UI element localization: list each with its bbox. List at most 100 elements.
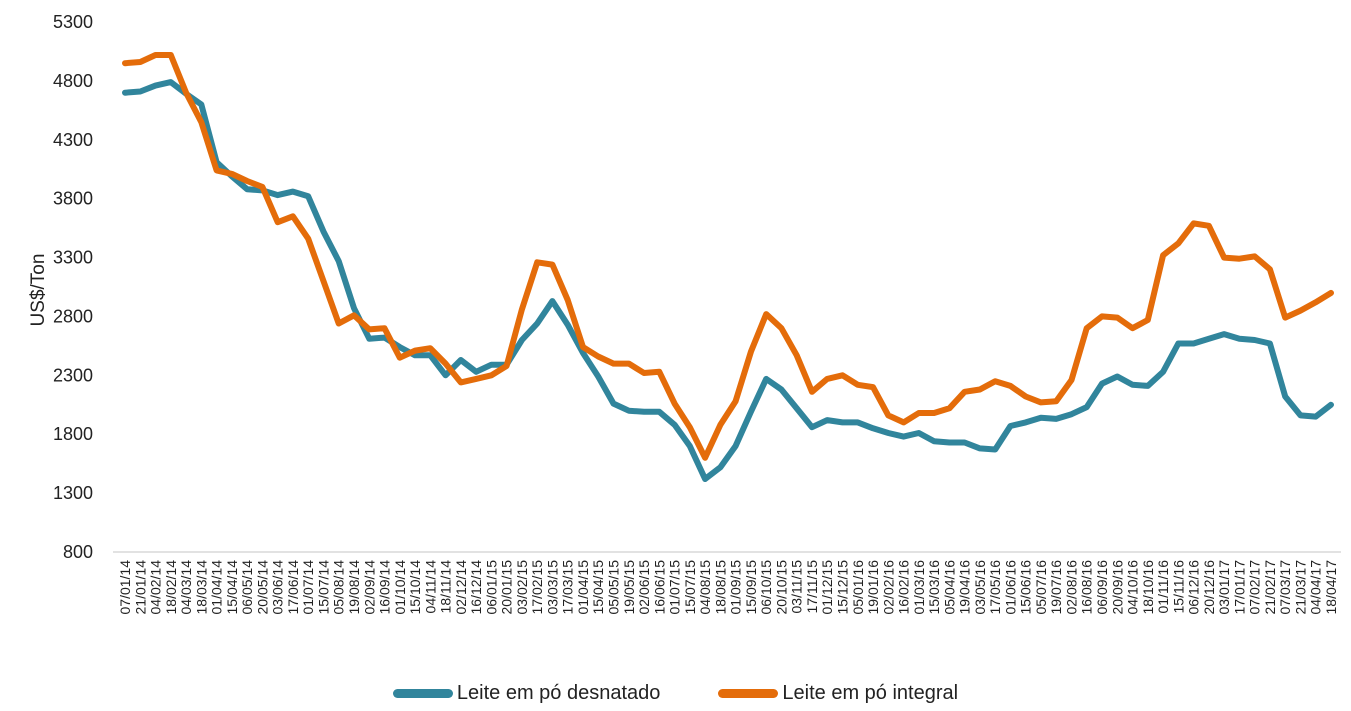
- x-tick-label: 06/10/15: [758, 560, 774, 615]
- x-tick-label: 01/11/16: [1155, 560, 1171, 614]
- x-tick-label: 15/04/15: [590, 560, 606, 615]
- x-tick-label: 03/11/15: [789, 560, 805, 614]
- y-tick-label: 800: [63, 542, 93, 562]
- x-tick-label: 18/03/14: [193, 560, 209, 615]
- series-line-desnatado: [122, 79, 1334, 482]
- x-tick-label: 16/02/16: [896, 560, 912, 615]
- x-tick-label: 18/04/17: [1323, 560, 1339, 615]
- x-tick-label: 15/07/14: [315, 560, 331, 615]
- x-tick-label: 05/04/16: [941, 560, 957, 615]
- x-tick-label: 03/02/15: [514, 560, 530, 615]
- x-tick-label: 20/10/15: [773, 560, 789, 615]
- x-tick-label: 16/06/15: [651, 560, 667, 615]
- x-tick-label: 20/01/15: [499, 560, 515, 615]
- x-tick-label: 01/03/16: [911, 560, 927, 615]
- x-tick-label: 17/02/15: [529, 560, 545, 615]
- x-tick-label: 05/05/15: [606, 560, 622, 615]
- x-tick-label: 19/04/16: [957, 560, 973, 615]
- x-tick-label: 15/12/15: [834, 560, 850, 615]
- x-tick-label: 19/01/16: [865, 560, 881, 615]
- x-tick-label: 04/08/15: [697, 560, 713, 615]
- x-tick-label: 15/04/14: [224, 560, 240, 615]
- y-tick-label: 1300: [53, 483, 93, 503]
- x-tick-label: 17/05/16: [987, 560, 1003, 615]
- x-tick-label: 15/10/14: [407, 560, 423, 615]
- legend: Leite em pó desnatado Leite em pó integr…: [0, 682, 1351, 705]
- x-tick-label: 07/03/17: [1277, 560, 1293, 615]
- x-tick-label: 18/08/15: [712, 560, 728, 615]
- x-tick-label: 05/07/16: [1033, 560, 1049, 615]
- y-tick-label: 4800: [53, 71, 93, 91]
- x-axis-ticks: 07/01/14 21/01/14 04/02/14 18/02/14 04/03/14…: [117, 560, 1339, 615]
- x-tick-label: 18/10/16: [1140, 560, 1156, 615]
- x-tick-label: 21/01/14: [132, 560, 148, 615]
- x-tick-label: 04/11/14: [422, 560, 438, 614]
- series-lines: [122, 52, 1334, 482]
- y-tick-label: 2300: [53, 365, 93, 385]
- x-tick-label: 19/07/16: [1048, 560, 1064, 615]
- x-tick-label: 02/08/16: [1063, 560, 1079, 615]
- x-tick-label: 18/11/14: [438, 560, 454, 614]
- x-tick-label: 02/09/14: [361, 560, 377, 615]
- x-tick-label: 01/04/15: [575, 560, 591, 615]
- x-tick-label: 05/08/14: [331, 560, 347, 615]
- x-tick-label: 17/03/15: [560, 560, 576, 615]
- x-tick-label: 04/03/14: [178, 560, 194, 615]
- x-tick-label: 19/08/14: [346, 560, 362, 615]
- y-tick-label: 5300: [53, 12, 93, 32]
- x-tick-label: 06/12/16: [1186, 560, 1202, 615]
- legend-label-desnatado: Leite em pó desnatado: [456, 682, 661, 704]
- y-axis-ticks: 800 1300 1800 2300 2800 3300 3800 4300 4800 5300: [53, 12, 93, 562]
- x-tick-label: 01/07/14: [300, 560, 316, 615]
- x-tick-label: 02/12/14: [453, 560, 469, 615]
- x-tick-label: 03/03/15: [544, 560, 560, 615]
- y-tick-label: 3800: [53, 189, 93, 209]
- x-tick-label: 04/10/16: [1125, 560, 1141, 615]
- series-line-integral: [122, 52, 1334, 461]
- legend-label-integral: Leite em pó integral: [782, 682, 959, 704]
- x-tick-label: 05/01/16: [850, 560, 866, 615]
- x-tick-label: 16/09/14: [377, 560, 393, 615]
- x-tick-label: 21/02/17: [1262, 560, 1278, 615]
- x-tick-label: 04/04/17: [1308, 560, 1324, 615]
- x-tick-label: 20/12/16: [1201, 560, 1217, 615]
- x-tick-label: 03/06/14: [270, 560, 286, 615]
- x-tick-label: 07/02/17: [1247, 560, 1263, 615]
- x-tick-label: 01/07/15: [667, 560, 683, 615]
- x-tick-label: 17/01/17: [1231, 560, 1247, 615]
- x-tick-label: 06/05/14: [239, 560, 255, 615]
- x-tick-label: 03/05/16: [972, 560, 988, 615]
- y-axis-label: US$/Ton: [28, 254, 49, 327]
- x-tick-label: 02/06/15: [636, 560, 652, 615]
- x-tick-label: 15/09/15: [743, 560, 759, 615]
- x-tick-label: 19/05/15: [621, 560, 637, 615]
- legend-swatch-integral: [718, 689, 779, 698]
- x-tick-label: 21/03/17: [1292, 560, 1308, 615]
- x-tick-label: 01/12/15: [819, 560, 835, 615]
- x-tick-label: 20/05/14: [254, 560, 270, 615]
- x-tick-label: 16/12/14: [468, 560, 484, 615]
- x-tick-label: 01/04/14: [209, 560, 225, 615]
- legend-item-integral: Leite em pó integral: [718, 682, 958, 705]
- x-tick-label: 03/01/17: [1216, 560, 1232, 615]
- line-chart: 800130018002300280033003800430048005300 …: [28, 12, 1341, 615]
- x-tick-label: 15/03/16: [926, 560, 942, 615]
- legend-swatch-desnatado: [392, 689, 453, 698]
- x-tick-label: 17/11/15: [804, 560, 820, 614]
- y-tick-label: 3300: [53, 248, 93, 268]
- x-tick-label: 20/09/16: [1109, 560, 1125, 615]
- y-tick-label: 2800: [53, 306, 93, 326]
- x-tick-label: 07/01/14: [117, 560, 133, 615]
- y-tick-label: 4300: [53, 130, 93, 150]
- x-tick-label: 02/02/16: [880, 560, 896, 615]
- x-tick-label: 01/06/16: [1002, 560, 1018, 615]
- x-tick-label: 04/02/14: [148, 560, 164, 615]
- x-tick-label: 16/08/16: [1079, 560, 1095, 615]
- x-tick-label: 06/01/15: [483, 560, 499, 615]
- x-tick-label: 17/06/14: [285, 560, 301, 615]
- x-tick-label: 06/09/16: [1094, 560, 1110, 615]
- x-tick-label: 15/06/16: [1018, 560, 1034, 615]
- x-tick-label: 01/09/15: [728, 560, 744, 615]
- y-tick-label: 1800: [53, 424, 93, 444]
- x-tick-label: 01/10/14: [392, 560, 408, 615]
